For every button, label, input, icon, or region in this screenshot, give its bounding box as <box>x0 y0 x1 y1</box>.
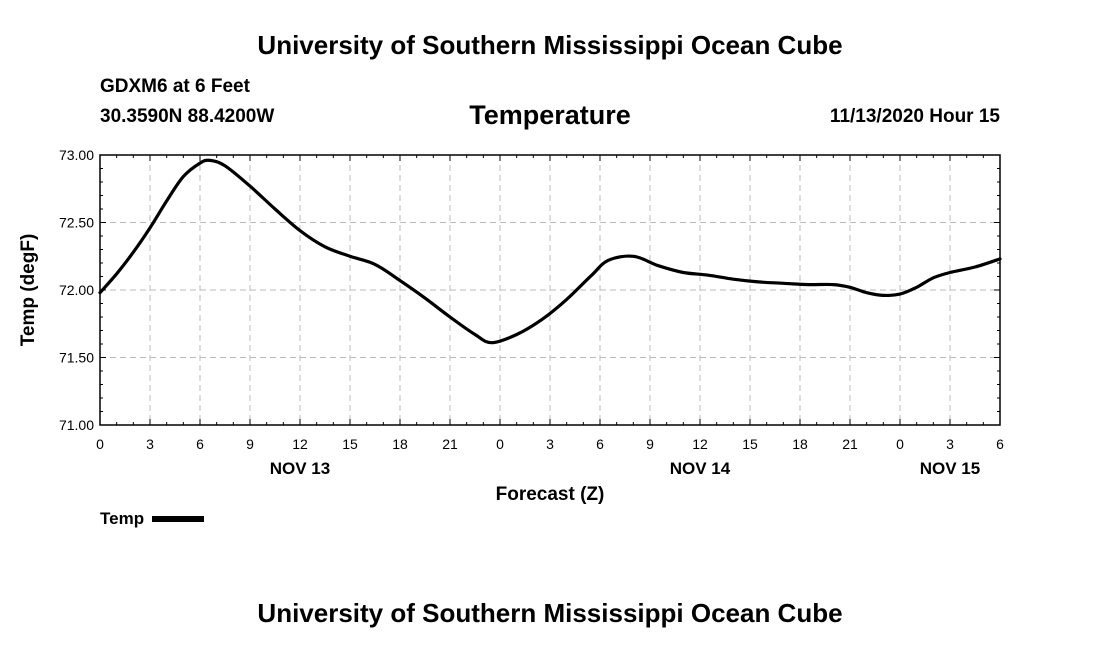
chart-title: Temperature <box>469 100 631 130</box>
date-label: NOV 13 <box>270 459 330 478</box>
x-tick-label: 21 <box>442 436 458 452</box>
axes <box>99 154 1001 426</box>
x-tick-label: 3 <box>146 436 154 452</box>
x-tick-label: 15 <box>342 436 358 452</box>
legend: Temp <box>100 509 205 529</box>
x-tick-label: 6 <box>996 436 1004 452</box>
series-line-temp <box>98 158 1002 345</box>
x-tick-label: 3 <box>546 436 554 452</box>
x-tick-label: 18 <box>392 436 408 452</box>
x-tick-label: 6 <box>196 436 204 452</box>
x-tick-label: 18 <box>792 436 808 452</box>
banner-top: University of Southern Mississippi Ocean… <box>257 30 843 60</box>
x-tick-label: 12 <box>692 436 708 452</box>
y-axis-label: Temp (degF) <box>18 234 39 347</box>
x-axis-label: Forecast (Z) <box>496 484 605 505</box>
y-tick-label: 73.00 <box>59 147 94 163</box>
x-tick-label: 15 <box>742 436 758 452</box>
x-tick-label: 3 <box>946 436 954 452</box>
coordinates-label: 30.3590N 88.4200W <box>100 106 275 127</box>
y-tick-label: 71.50 <box>59 350 94 366</box>
tick-labels: 0 3 6 9 12 15 18 21 0 3 6 9 12 15 18 21 0 3 6 71.00 71.50 72.… <box>59 147 1004 478</box>
y-tick-label: 72.50 <box>59 215 94 231</box>
x-tick-label: 12 <box>292 436 308 452</box>
x-tick-label: 0 <box>896 436 904 452</box>
x-tick-label: 0 <box>96 436 104 452</box>
x-tick-label: 0 <box>496 436 504 452</box>
legend-label: Temp <box>100 509 145 528</box>
x-tick-label: 6 <box>596 436 604 452</box>
x-tick-label: 21 <box>842 436 858 452</box>
banner-bottom: University of Southern Mississippi Ocean… <box>257 598 843 628</box>
x-tick-label: 9 <box>246 436 254 452</box>
date-label: NOV 14 <box>670 459 731 478</box>
series-group <box>98 158 1002 345</box>
datetime-label: 11/13/2020 Hour 15 <box>829 106 1000 127</box>
legend-line-swatch <box>152 516 205 522</box>
x-tick-label: 9 <box>646 436 654 452</box>
y-tick-label: 72.00 <box>59 282 94 298</box>
grid <box>100 155 1000 425</box>
y-tick-label: 71.00 <box>59 417 94 433</box>
date-label: NOV 15 <box>920 459 980 478</box>
plot-frame <box>99 154 1001 426</box>
station-label: GDXM6 at 6 Feet <box>100 76 250 97</box>
